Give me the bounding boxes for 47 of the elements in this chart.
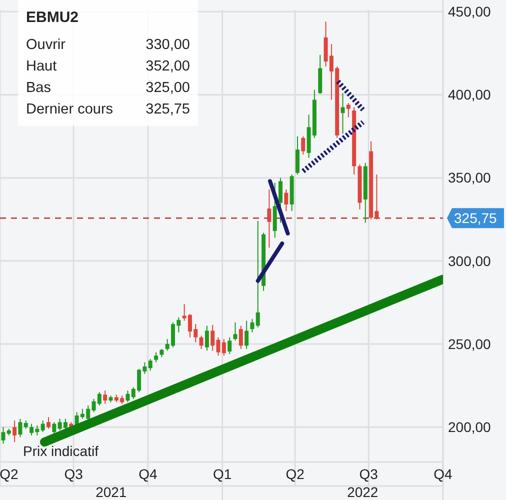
candlestick xyxy=(267,188,272,248)
candlestick xyxy=(1,426,6,444)
text: Bas 325,00 xyxy=(26,80,190,96)
y-tick-label: 400,00 xyxy=(448,86,492,103)
y-tick-label: 450,00 xyxy=(448,4,492,20)
candlestick xyxy=(52,422,56,434)
candlestick xyxy=(126,390,130,403)
candlestick xyxy=(148,358,152,372)
candlestick xyxy=(256,220,260,328)
x-tick-label: Q4 xyxy=(434,466,453,482)
candlestick xyxy=(295,136,300,176)
candlestick xyxy=(301,136,306,156)
x-tick-label: Q2 xyxy=(0,466,19,482)
candlestick xyxy=(40,420,45,433)
candlestick xyxy=(46,416,51,430)
y-tick-label: 350,00 xyxy=(448,170,492,186)
candlestick xyxy=(228,336,232,354)
text: Ouvrir 330,00 xyxy=(26,37,190,53)
candlestick xyxy=(250,318,254,333)
x-tick-label: Q3 xyxy=(64,466,84,482)
candlestick xyxy=(244,320,249,350)
x-tick-label: Q3 xyxy=(359,466,378,482)
candlestick xyxy=(204,325,209,352)
ref-line-label: 325,75 xyxy=(454,210,498,226)
candlestick xyxy=(199,335,204,350)
y-tick-label: 250,00 xyxy=(448,336,492,352)
text: Haut 352,00 xyxy=(26,58,190,74)
chart-title: EBMU2 xyxy=(26,9,79,26)
candlestick xyxy=(18,418,22,438)
candlestick xyxy=(340,92,345,134)
candlestick xyxy=(284,188,288,212)
text: 2021 xyxy=(96,484,127,500)
candlestick xyxy=(238,325,243,350)
y-tick-label: 200,00 xyxy=(448,419,492,436)
candlestick xyxy=(346,102,350,118)
candlestick xyxy=(210,324,215,352)
x-tick-label: Q4 xyxy=(138,466,158,482)
candlestick xyxy=(233,322,238,342)
candlestick xyxy=(103,390,108,404)
text: 2022 xyxy=(347,484,378,500)
x-tick-label: Q2 xyxy=(286,466,305,482)
y-tick-label: 300,00 xyxy=(448,252,492,269)
x-tick-label: Q1 xyxy=(212,466,232,482)
candlestick xyxy=(154,352,158,363)
annotation: Prix indicatif xyxy=(23,443,99,459)
candlestick xyxy=(12,420,17,443)
text: Dernier cours 325,75 xyxy=(26,102,190,118)
